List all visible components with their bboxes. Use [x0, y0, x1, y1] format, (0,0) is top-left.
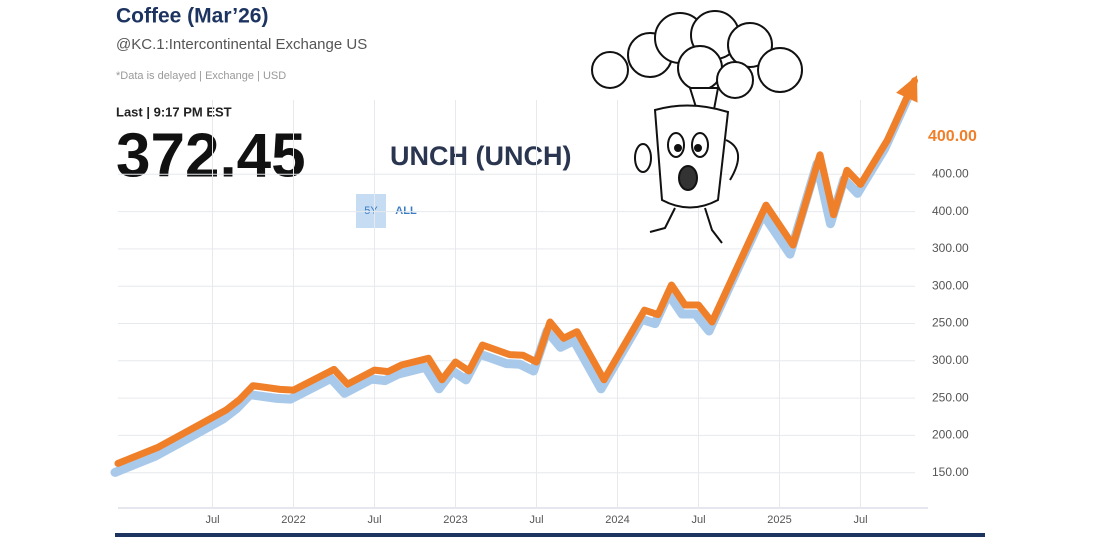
subtitle: @KC.1:Intercontinental Exchange US	[116, 36, 367, 53]
y-tick-label: 400.00	[932, 166, 969, 180]
x-tick-label: Jul	[367, 514, 381, 526]
line	[114, 77, 918, 467]
y-tick-label: 250.00	[932, 390, 969, 404]
y-tick-label: 250.00	[932, 316, 969, 330]
y-tick-label: 400.00	[928, 128, 977, 145]
bottom-bar	[115, 533, 985, 537]
chart-title: Coffee (Mar’26)	[116, 5, 268, 28]
x-tick-label: 2025	[767, 514, 791, 526]
x-tick-label: 2023	[443, 514, 467, 526]
x-tick-label: 2024	[605, 514, 629, 526]
y-tick-label: 300.00	[932, 278, 969, 292]
note: *Data is delayed | Exchange | USD	[116, 70, 286, 82]
x-tick-label: Jul	[691, 514, 705, 526]
range-button[interactable]: 5Y	[364, 205, 378, 217]
arrowhead	[896, 75, 918, 103]
y-tick-label: 400.00	[932, 204, 969, 218]
last-label: Last | 9:17 PM EST	[116, 104, 232, 119]
range-button[interactable]: ALL	[395, 205, 417, 217]
x-tick-label: Jul	[205, 514, 219, 526]
last-price: 372.45	[116, 121, 306, 190]
range-button-bg[interactable]	[356, 194, 386, 228]
x-tick-label: 2022	[281, 514, 305, 526]
change: UNCH (UNCH)	[390, 141, 571, 171]
y-tick-label: 300.00	[932, 353, 969, 367]
y-tick-label: 150.00	[932, 465, 969, 479]
y-tick-label: 200.00	[932, 428, 969, 442]
x-tick-label: Jul	[853, 514, 867, 526]
y-tick-label: 300.00	[932, 241, 969, 255]
x-tick-label: Jul	[529, 514, 543, 526]
cartoon	[591, 10, 803, 244]
